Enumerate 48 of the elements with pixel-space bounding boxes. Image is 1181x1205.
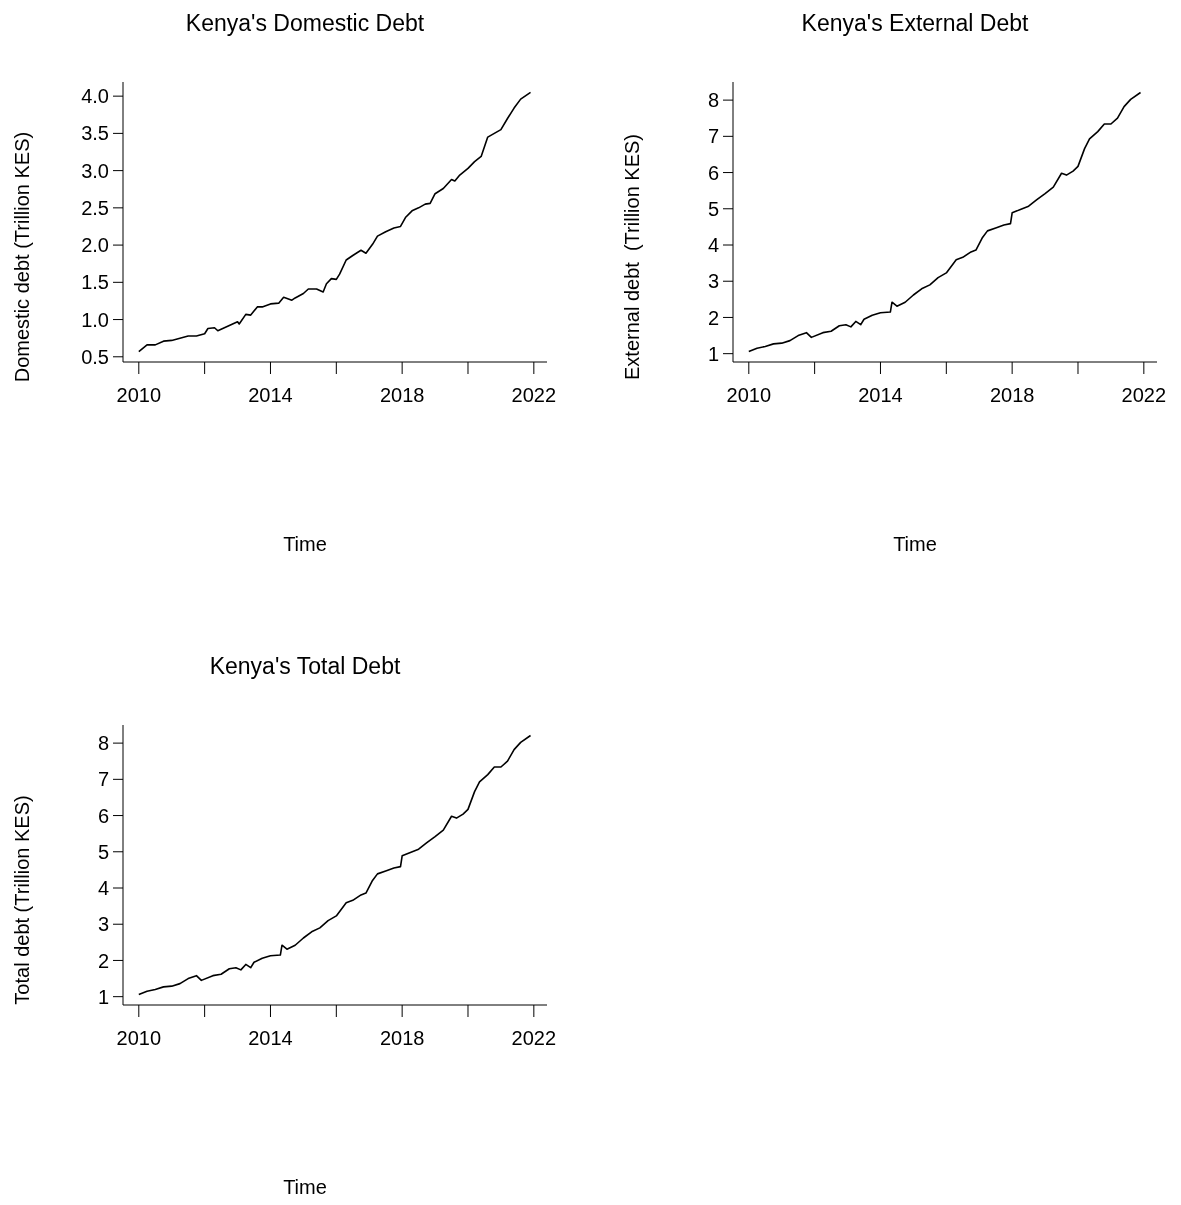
y-tick-label: 4.0 xyxy=(81,85,109,108)
y-tick-label: 3.5 xyxy=(81,122,109,145)
y-tick-label: 4 xyxy=(707,234,719,257)
y-tick-label: 7 xyxy=(97,768,109,791)
y-tick-label: 5 xyxy=(707,197,719,220)
y-tick-label: 6 xyxy=(707,161,719,184)
y-axis-title: Domestic debt (Trillion KES) xyxy=(10,131,34,383)
y-tick-label: 2.0 xyxy=(81,234,109,257)
chart-title: Kenya's Total Debt xyxy=(208,653,402,680)
y-axis-title: Total debt (Trillion KES) xyxy=(10,795,34,1005)
y-tick-label: 1.0 xyxy=(81,308,109,331)
chart-title: Kenya's Domestic Debt xyxy=(184,10,426,37)
x-tick-label: 2022 xyxy=(511,384,557,407)
y-tick-label: 1 xyxy=(97,985,109,1008)
y-tick-label: 2.5 xyxy=(81,196,109,219)
x-axis-title: Time xyxy=(892,533,938,556)
y-axis-title: External debt (Trillion KES) xyxy=(620,133,644,381)
y-tick-label: 7 xyxy=(707,125,719,148)
y-tick-label: 0.5 xyxy=(81,345,109,368)
x-tick-label: 2018 xyxy=(989,384,1035,407)
y-tick-label: 4 xyxy=(97,877,109,900)
x-tick-label: 2010 xyxy=(116,384,162,407)
y-tick-label: 6 xyxy=(97,804,109,827)
y-tick-label: 8 xyxy=(97,732,109,755)
x-tick-label: 2010 xyxy=(116,1027,162,1050)
x-tick-label: 2018 xyxy=(379,384,425,407)
x-tick-label: 2014 xyxy=(858,384,903,407)
x-tick-label: 2010 xyxy=(726,384,772,407)
y-tick-label: 3 xyxy=(707,270,719,293)
line-series xyxy=(138,734,532,996)
x-tick-label: 2018 xyxy=(379,1027,425,1050)
x-tick-label: 2014 xyxy=(248,1027,293,1050)
x-tick-label: 2022 xyxy=(511,1027,557,1050)
x-tick-label: 2014 xyxy=(248,384,293,407)
chart-title: Kenya's External Debt xyxy=(800,10,1030,37)
y-tick-label: 8 xyxy=(707,89,719,112)
x-axis-title: Time xyxy=(282,1176,328,1199)
y-tick-label: 2 xyxy=(97,949,109,972)
y-tick-label: 2 xyxy=(707,306,719,329)
x-tick-label: 2022 xyxy=(1121,384,1167,407)
line-series xyxy=(748,91,1142,353)
line-series xyxy=(138,91,532,353)
y-tick-label: 3 xyxy=(97,913,109,936)
y-tick-label: 3.0 xyxy=(81,159,109,182)
y-tick-label: 5 xyxy=(97,840,109,863)
y-tick-label: 1 xyxy=(707,342,719,365)
x-axis-title: Time xyxy=(282,533,328,556)
y-tick-label: 1.5 xyxy=(81,271,109,294)
